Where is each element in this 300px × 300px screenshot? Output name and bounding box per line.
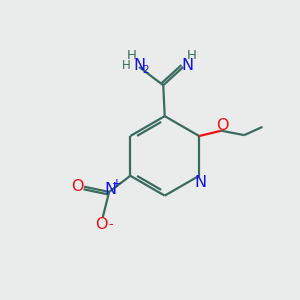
Text: H: H — [187, 49, 196, 62]
Text: H: H — [122, 59, 131, 72]
Text: -: - — [109, 218, 113, 231]
Text: O: O — [95, 217, 107, 232]
Text: N: N — [133, 58, 145, 73]
Text: O: O — [71, 179, 84, 194]
Text: N: N — [104, 182, 116, 197]
Text: 2: 2 — [142, 65, 149, 75]
Text: N: N — [182, 58, 194, 73]
Text: H: H — [127, 49, 137, 62]
Text: N: N — [195, 175, 207, 190]
Text: +: + — [112, 177, 122, 190]
Text: O: O — [216, 118, 228, 133]
